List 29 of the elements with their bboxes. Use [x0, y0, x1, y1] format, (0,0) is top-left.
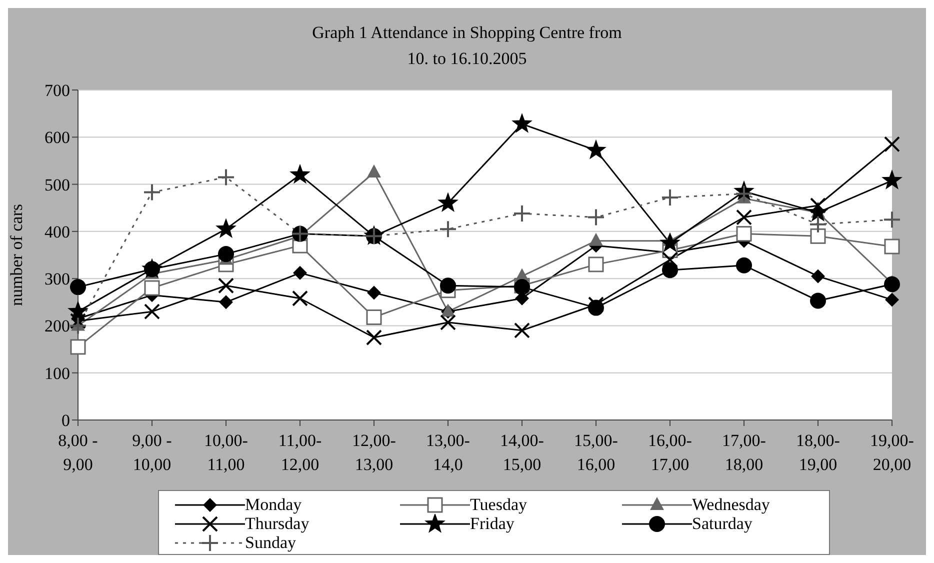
legend-label: Saturday [692, 514, 752, 533]
legend-label: Tuesday [470, 495, 527, 514]
x-tick-label: 10,00- 11,00 [204, 431, 248, 474]
legend-label: Sunday [245, 533, 296, 552]
y-tick-label: 0 [62, 411, 70, 430]
y-tick-label: 300 [44, 270, 70, 289]
legend-label: Thursday [245, 514, 310, 533]
y-axis-title: number of cars [7, 204, 26, 306]
x-tick-label: 8,00 - 9,00 [58, 431, 98, 474]
x-tick-label: 18,00- 19,00 [796, 431, 840, 474]
y-tick-label: 200 [44, 316, 70, 336]
x-tick-label: 19,00- 20,00 [870, 431, 914, 474]
x-tick-label: 9,00 - 10,00 [132, 431, 172, 474]
x-tick-label: 16,00- 17,00 [648, 431, 692, 474]
x-tick-label: 11,00- 12,00 [278, 431, 322, 474]
y-tick-label: 100 [44, 364, 70, 383]
y-tick-label: 500 [44, 175, 70, 194]
x-tick-label: 13,00- 14,0 [426, 431, 470, 474]
legend-label: Wednesday [692, 495, 770, 514]
legend-label: Friday [470, 514, 514, 533]
y-tick-label: 600 [44, 128, 70, 148]
x-tick-label: 17,00- 18,00 [722, 431, 766, 474]
x-tick-label: 15,00- 16,00 [574, 431, 618, 474]
legend-label: Monday [245, 495, 302, 514]
x-tick-label: 14,00- 15,00 [500, 431, 544, 474]
y-tick-label: 700 [44, 81, 70, 100]
chart-title: Graph 1 Attendance in Shopping Centre from 10. to 16.10.2005 [311, 22, 623, 70]
x-tick-label: 12,00- 13,00 [352, 431, 396, 474]
y-tick-label: 400 [44, 222, 70, 242]
